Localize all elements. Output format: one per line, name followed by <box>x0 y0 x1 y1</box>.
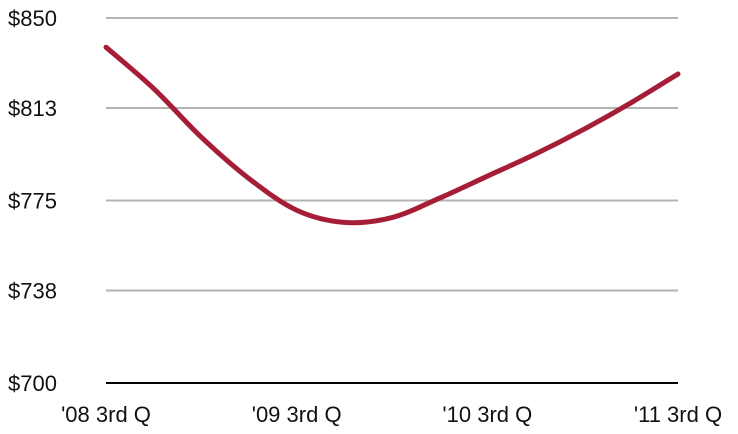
label-layer: $850 $813 $775 $738 $700'08 3rd Q '09 3rd Q '1… <box>8 6 722 427</box>
y-tick-label: $813 <box>8 96 57 121</box>
x-tick-label: '08 3rd Q <box>61 402 151 427</box>
series-layer <box>103 44 681 226</box>
x-tick-label: '11 3rd Q <box>634 402 722 427</box>
y-tick-label: $775 <box>8 189 57 214</box>
y-tick-label: $700 <box>8 371 57 396</box>
y-tick-label: $850 <box>8 6 57 31</box>
x-tick-label: '10 3rd Q <box>442 402 532 427</box>
x-tick-label: '09 3rd Q <box>252 402 342 427</box>
y-tick-label: $738 <box>8 279 57 304</box>
series-line-0 <box>103 44 681 226</box>
grid-layer <box>106 17 678 292</box>
